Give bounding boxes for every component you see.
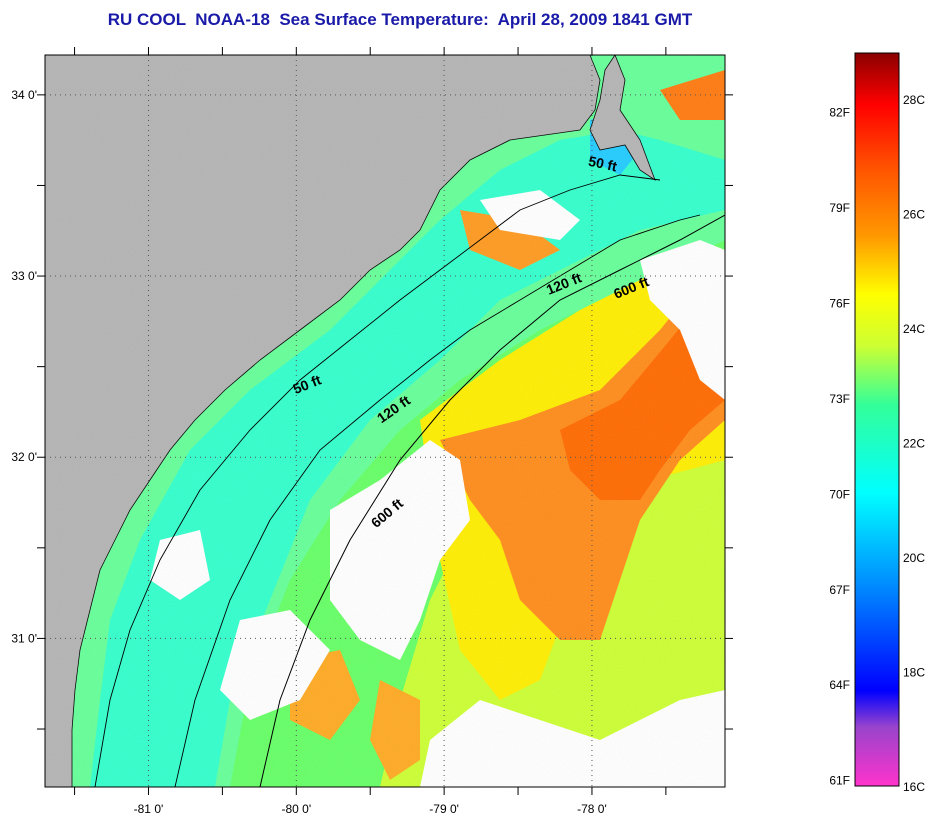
colorbar-celsius-label: 24C bbox=[903, 322, 925, 336]
colorbar-fahrenheit-label: 70F bbox=[829, 487, 850, 501]
lon-tick-label: -80 0' bbox=[281, 802, 311, 816]
colorbar-fahrenheit-label: 79F bbox=[829, 201, 850, 215]
colorbar-fahrenheit-label: 76F bbox=[829, 296, 850, 310]
lon-tick-label: -81 0' bbox=[134, 802, 164, 816]
colorbar-labels: 28C 26C 24C 22C 20C 18C 16C 82F 79F 76F 73F 70F 67F 6… bbox=[829, 93, 925, 794]
colorbar-celsius-label: 20C bbox=[903, 551, 925, 565]
lon-tick-label: -78 0' bbox=[577, 802, 607, 816]
lat-tick-label: 31 0' bbox=[11, 631, 37, 645]
isobath-600ft bbox=[259, 214, 725, 787]
colorbar-celsius-label: 16C bbox=[903, 780, 925, 794]
map-tick-labels: -81 0' -80 0' -79 0' -78 0' 34 0' 33 0' 32 0' 3… bbox=[11, 88, 606, 816]
colorbar-fahrenheit-label: 64F bbox=[829, 678, 850, 692]
colorbar-celsius-label: 28C bbox=[903, 93, 925, 107]
colorbar-fahrenheit-label: 67F bbox=[829, 583, 850, 597]
lat-tick-label: 34 0' bbox=[11, 88, 37, 102]
colorbar-celsius-label: 22C bbox=[903, 436, 925, 450]
colorbar-celsius-label: 18C bbox=[903, 665, 925, 679]
isobath-50ft bbox=[94, 174, 661, 787]
lat-tick-label: 33 0' bbox=[11, 269, 37, 283]
map-frame bbox=[44, 54, 726, 788]
map-grid bbox=[45, 55, 725, 787]
contour-label-50ft-north: 50 ft bbox=[587, 153, 619, 175]
lat-tick-label: 32 0' bbox=[11, 450, 37, 464]
isobath-120ft bbox=[174, 214, 701, 787]
lon-tick-label: -79 0' bbox=[429, 802, 459, 816]
colorbar-celsius-label: 26C bbox=[903, 207, 925, 221]
colorbar-fahrenheit-label: 73F bbox=[829, 392, 850, 406]
noise-overlay bbox=[45, 55, 725, 787]
map-title: RU COOL NOAA-18 Sea Surface Temperature:… bbox=[107, 10, 693, 29]
colorbar bbox=[854, 52, 900, 787]
map-ticks bbox=[37, 47, 733, 795]
colorbar-fahrenheit-label: 61F bbox=[829, 774, 850, 788]
colorbar-fahrenheit-label: 82F bbox=[829, 106, 850, 120]
